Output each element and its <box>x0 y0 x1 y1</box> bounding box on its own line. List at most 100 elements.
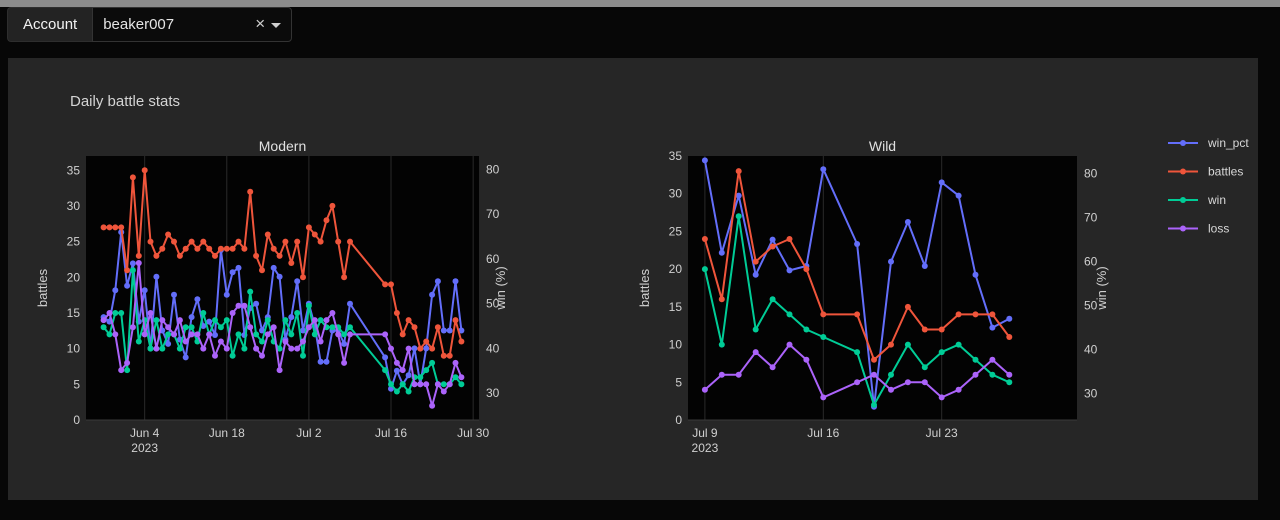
data-point-win_pct <box>405 372 412 379</box>
clear-icon[interactable]: × <box>255 14 266 33</box>
data-point-battles <box>182 245 189 252</box>
data-point-loss <box>276 367 283 374</box>
data-point-loss <box>752 349 759 356</box>
data-point-battles <box>235 238 242 245</box>
data-point-battles <box>259 267 265 274</box>
data-point-loss <box>182 338 189 345</box>
data-point-loss <box>446 381 453 388</box>
chevron-down-icon[interactable] <box>271 23 282 28</box>
data-point-battles <box>270 245 277 252</box>
data-point-loss <box>405 345 412 352</box>
y-tick-label: 25 <box>669 224 683 238</box>
data-point-win <box>305 302 312 309</box>
data-point-win_pct <box>429 291 436 298</box>
data-point-win <box>217 324 224 331</box>
data-point-win_pct <box>972 271 979 278</box>
data-point-loss <box>393 359 400 366</box>
data-point-win_pct <box>820 166 827 173</box>
data-point-win_pct <box>955 192 962 199</box>
data-point-win_pct <box>212 332 218 338</box>
data-point-loss <box>305 324 312 331</box>
data-point-win_pct <box>206 318 213 325</box>
data-point-win <box>188 324 195 331</box>
data-point-win <box>769 296 776 303</box>
data-point-win <box>165 331 172 338</box>
data-point-loss <box>423 381 430 388</box>
data-point-win_pct <box>188 314 195 321</box>
x-tick-label: Jul 30 <box>457 426 489 440</box>
data-point-win_pct <box>458 327 465 334</box>
data-point-loss <box>382 331 389 338</box>
data-point-loss <box>212 352 218 359</box>
data-point-win <box>135 338 142 345</box>
data-point-win <box>329 324 336 331</box>
data-point-loss <box>399 367 406 374</box>
data-point-battles <box>452 317 459 324</box>
data-point-win <box>311 331 318 338</box>
data-point-win <box>100 324 107 331</box>
data-point-win <box>440 381 447 388</box>
data-point-loss <box>871 371 877 378</box>
window-top-bar <box>0 0 1280 7</box>
data-point-win_pct <box>341 340 348 347</box>
data-point-battles <box>264 231 271 238</box>
data-point-battles <box>217 245 224 252</box>
data-point-win <box>458 381 465 388</box>
data-point-loss <box>1006 371 1013 378</box>
chart-card: Daily battle stats Jun 4 2023 Jun 18 Jul 2 Ju… <box>8 58 1258 500</box>
data-point-loss <box>270 324 277 331</box>
data-point-loss <box>803 356 810 363</box>
y-tick-label: 20 <box>67 270 81 284</box>
data-point-loss <box>938 394 945 401</box>
data-point-battles <box>938 326 945 333</box>
data-point-win <box>399 381 406 388</box>
data-point-battles <box>440 352 447 359</box>
data-point-loss <box>452 359 459 366</box>
data-point-win <box>182 324 189 331</box>
account-dropdown[interactable]: beaker007 × <box>92 7 293 42</box>
data-point-win_pct <box>452 278 459 285</box>
data-point-battles <box>241 245 248 252</box>
data-point-loss <box>112 331 119 338</box>
data-point-battles <box>200 238 207 245</box>
data-point-battles <box>300 274 306 281</box>
data-point-win <box>300 352 306 359</box>
account-value: beaker007 <box>103 16 175 33</box>
data-point-win <box>803 326 810 333</box>
data-point-win <box>341 331 348 338</box>
data-point-battles <box>871 356 877 363</box>
data-point-win <box>972 356 979 363</box>
account-selector: Account beaker007 × <box>7 7 293 42</box>
data-point-win_pct <box>276 273 283 280</box>
data-point-battles <box>399 331 406 338</box>
y2-tick-label: 70 <box>1084 211 1098 225</box>
data-point-battles <box>206 245 213 252</box>
data-point-win <box>288 331 295 338</box>
data-point-win_pct <box>112 287 119 294</box>
data-point-loss <box>347 331 353 338</box>
data-point-win <box>388 381 394 388</box>
data-point-win_pct <box>769 236 776 243</box>
data-point-loss <box>294 345 301 352</box>
legend-marker-battles <box>1180 168 1186 175</box>
y-tick-label: 15 <box>669 300 683 314</box>
data-point-loss <box>229 310 236 316</box>
data-point-win <box>718 341 725 348</box>
data-point-battles <box>294 238 301 245</box>
data-point-win_pct <box>1006 315 1013 322</box>
data-point-loss <box>141 331 148 338</box>
data-point-win <box>276 345 283 352</box>
data-point-win_pct <box>446 327 453 334</box>
data-point-battles <box>129 174 136 181</box>
data-point-win_pct <box>259 327 265 334</box>
data-point-win <box>820 334 827 340</box>
data-point-win <box>112 310 119 316</box>
data-point-battles <box>253 252 260 259</box>
data-point-loss <box>129 324 136 331</box>
y-tick-label: 10 <box>669 338 683 352</box>
data-point-win_pct <box>752 271 759 278</box>
data-point-loss <box>311 317 318 324</box>
data-point-win <box>259 338 265 345</box>
data-point-win <box>264 317 271 324</box>
